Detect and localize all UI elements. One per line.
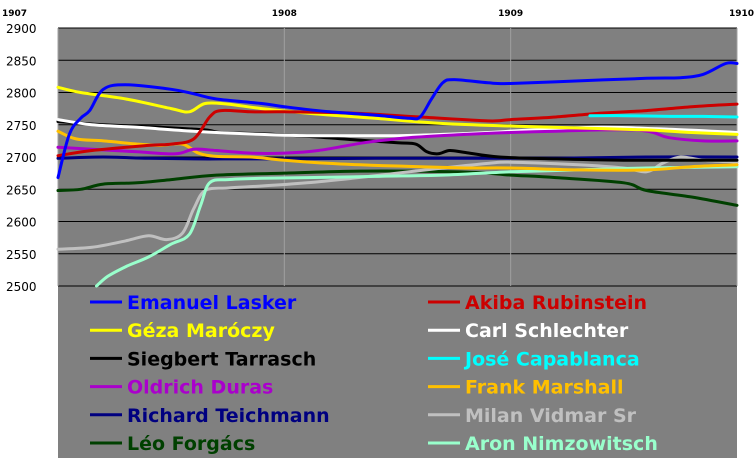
y-tick-label: 2900 bbox=[6, 22, 37, 36]
legend-label: Aron Nimzowitsch bbox=[465, 433, 658, 455]
x-tick-label: 1907 bbox=[2, 9, 27, 19]
legend-label: Carl Schlechter bbox=[465, 320, 629, 342]
series-line-l-o-forg-cs bbox=[56, 169, 739, 207]
legend-label: Emanuel Lasker bbox=[127, 292, 297, 314]
legend-label: Akiba Rubinstein bbox=[465, 292, 647, 314]
legend-label: Géza Maróczy bbox=[127, 320, 275, 342]
legend-label: Oldrich Duras bbox=[127, 377, 273, 399]
y-tick-label: 2700 bbox=[6, 151, 37, 165]
y-axis-ticks: 2900 2850 2800 2750 2700 2650 2600 2550 2500 bbox=[6, 22, 37, 294]
y-tick-label: 2500 bbox=[6, 280, 37, 294]
legend-label: Frank Marshall bbox=[465, 377, 624, 399]
y-tick-label: 2550 bbox=[6, 248, 37, 262]
legend-label: Milan Vidmar Sr bbox=[465, 405, 637, 427]
y-tick-label: 2800 bbox=[6, 87, 37, 101]
y-tick-label: 2600 bbox=[6, 216, 37, 230]
series-line-jos-capablanca bbox=[588, 114, 739, 119]
series-line-siegbert-tarrasch bbox=[56, 120, 739, 162]
x-axis-ticks: 1907 1908 1909 1910 bbox=[2, 9, 754, 19]
legend: Emanuel Lasker Akiba Rubinstein Géza Maróc… bbox=[90, 292, 658, 455]
x-tick-label: 1908 bbox=[272, 9, 297, 19]
series-line-emanuel-lasker bbox=[56, 61, 739, 180]
legend-label: Léo Forgács bbox=[127, 433, 255, 455]
x-tick-label: 1910 bbox=[729, 9, 754, 19]
y-tick-label: 2850 bbox=[6, 54, 37, 68]
series-line-frank-marshall bbox=[56, 129, 739, 172]
series-line-oldrich-duras bbox=[56, 128, 739, 156]
series-lines bbox=[56, 61, 739, 288]
y-tick-label: 2750 bbox=[6, 119, 37, 133]
x-tick-label: 1909 bbox=[498, 9, 523, 19]
y-tick-label: 2650 bbox=[6, 183, 37, 197]
series-line-richard-teichmann bbox=[56, 155, 739, 161]
legend-label: Siegbert Tarrasch bbox=[127, 348, 316, 370]
legend-label: José Capablanca bbox=[463, 348, 640, 370]
legend-label: Richard Teichmann bbox=[127, 405, 330, 427]
